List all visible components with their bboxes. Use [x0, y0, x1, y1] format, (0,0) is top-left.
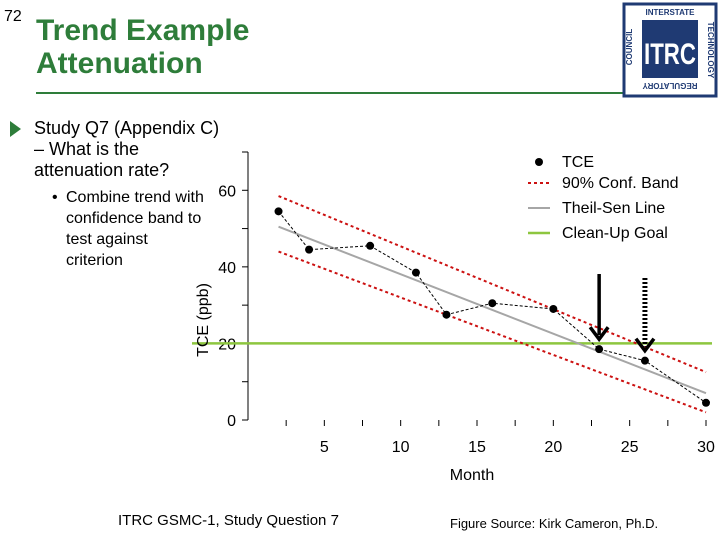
conf-band-lower: [278, 250, 707, 414]
title-line-2: Attenuation: [36, 47, 203, 80]
arrow-head: [588, 326, 610, 343]
y-tick-label: 40: [218, 260, 236, 277]
legend-label: Theil-Sen Line: [562, 200, 665, 217]
logo-letters: ITRC: [644, 38, 696, 71]
tce-point: [366, 241, 375, 250]
down-arrow-dotted: [634, 278, 656, 354]
tce-point: [305, 245, 314, 254]
down-arrow-solid: [588, 274, 610, 343]
x-tick-label: 25: [621, 439, 639, 456]
legend-label: TCE: [562, 154, 594, 171]
bullet-sub: • Combine trend with confidence band to …: [8, 187, 208, 271]
footer-source-left: ITRC GSMC-1, Study Question 7: [118, 512, 339, 529]
slide-number: 72: [4, 8, 22, 25]
x-tick-label: 15: [468, 439, 486, 456]
y-tick-label: 20: [218, 336, 236, 353]
x-tick-label: 30: [697, 439, 715, 456]
arrow-head: [634, 337, 656, 354]
logo-left-text: COUNCIL: [625, 29, 634, 66]
logo-top-text: INTERSTATE: [645, 8, 695, 17]
itrc-logo: ITRC INTERSTATE REGULATORY COUNCIL TECHN…: [622, 2, 718, 98]
logo-right-text: TECHNOLOGY: [706, 22, 715, 79]
tce-point: [274, 207, 283, 216]
tce-point: [488, 299, 497, 308]
tce-point: [702, 398, 710, 407]
title-line-1: Trend Example: [36, 14, 250, 47]
y-tick-label: 0: [227, 413, 236, 430]
logo-bottom-text: REGULATORY: [642, 81, 698, 90]
bullet-sub-text: Combine trend with confidence band to te…: [66, 189, 204, 269]
bullet-arrow-icon: [10, 121, 21, 137]
tce-point: [411, 268, 420, 277]
bullet-dot-icon: •: [52, 189, 58, 206]
bullet-list: Study Q7 (Appendix C) – What is the atte…: [8, 118, 228, 271]
x-tick-label: 20: [544, 439, 562, 456]
legend-label: 90% Conf. Band: [562, 175, 679, 192]
x-tick-label: 10: [392, 439, 410, 456]
bullet-main-text: Study Q7 (Appendix C) – What is the atte…: [34, 118, 220, 180]
tce-point: [640, 356, 649, 365]
y-axis-label: TCE (ppb): [195, 283, 212, 357]
bullet-main: Study Q7 (Appendix C) – What is the atte…: [8, 118, 228, 181]
conf-band-upper: [278, 195, 707, 374]
x-tick-label: 5: [320, 439, 329, 456]
footer-source-right: Figure Source: Kirk Cameron, Ph.D.: [450, 516, 659, 531]
legend-label: Clean-Up Goal: [562, 225, 668, 242]
theil-sen-line: [278, 225, 707, 395]
tce-point: [595, 345, 604, 354]
tce-point: [549, 304, 558, 313]
legend-swatch-tce: [535, 158, 543, 166]
tce-point: [442, 310, 451, 319]
y-tick-label: 60: [218, 183, 236, 200]
slide-title: Trend Example Attenuation: [36, 14, 249, 80]
title-divider: [36, 92, 630, 94]
x-axis-label: Month: [450, 467, 494, 484]
